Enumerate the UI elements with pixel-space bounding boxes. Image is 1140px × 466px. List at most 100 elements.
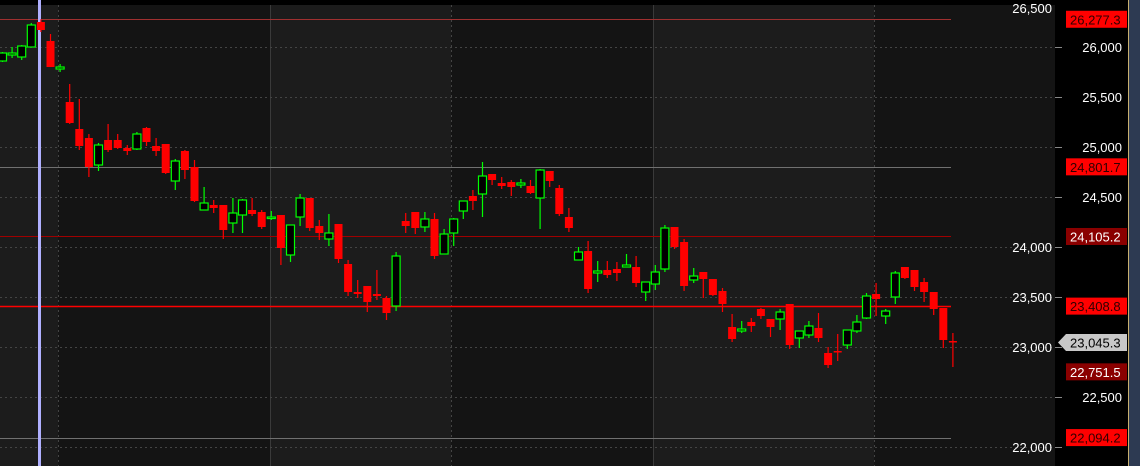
candle — [737, 321, 747, 333]
candle-body-up — [26, 24, 36, 48]
candle — [900, 267, 909, 279]
candle-body-down — [766, 319, 775, 327]
candle — [26, 23, 36, 48]
candle — [861, 293, 872, 319]
candle-body-down — [948, 341, 957, 343]
candle-body-up — [439, 233, 449, 255]
candle — [910, 270, 919, 291]
candle-body-up — [132, 133, 142, 150]
candle — [468, 190, 477, 210]
candle-body-up — [7, 52, 17, 56]
candle-body-up — [93, 144, 104, 166]
candle-body-up — [804, 325, 814, 336]
candle — [324, 214, 334, 246]
candle-body-down — [363, 286, 372, 302]
y-tick-label: 25,500 — [1082, 90, 1122, 105]
candle-body-down — [382, 298, 391, 313]
candle — [334, 224, 343, 263]
candle — [488, 174, 497, 185]
candle-body-up — [17, 45, 27, 58]
level-price-label-box — [1066, 158, 1127, 176]
candle-body-down — [920, 282, 929, 292]
candle-body-down — [104, 140, 113, 150]
candle-body-down — [276, 215, 285, 248]
candle — [209, 200, 218, 213]
candle — [449, 218, 459, 246]
candle-body-down — [180, 151, 189, 170]
candle-body-up — [228, 212, 238, 224]
candle-body-up — [775, 311, 785, 320]
candle — [650, 265, 660, 290]
candle-body-up — [621, 264, 632, 268]
y-tick-label: 26,500 — [1012, 1, 1052, 16]
candle-body-down — [545, 171, 554, 181]
header-strip — [0, 0, 1055, 5]
candle — [458, 200, 468, 219]
candle — [257, 210, 266, 229]
candle — [84, 134, 93, 177]
candle — [295, 194, 305, 226]
candle-body-up — [650, 271, 660, 285]
candle-body-up — [0, 52, 8, 62]
candle-body-up — [861, 295, 872, 319]
candle-body-up — [573, 251, 584, 261]
candle-body-up — [170, 160, 180, 182]
candle — [939, 308, 948, 348]
candle — [584, 241, 593, 293]
candle-body-down — [152, 146, 161, 151]
candle-body-down — [209, 205, 218, 208]
y-tick-label: 24,500 — [1082, 190, 1122, 205]
candle — [632, 256, 641, 287]
candle — [93, 143, 104, 171]
candle-body-down — [670, 227, 679, 247]
candle — [785, 304, 794, 349]
level-price-label-box — [1066, 429, 1127, 447]
candle-body-down — [430, 219, 439, 256]
candle — [228, 198, 238, 233]
candle-body-up — [285, 224, 296, 256]
candle — [132, 132, 142, 150]
candle — [180, 150, 189, 179]
candle-body-down — [315, 226, 324, 233]
candle-body-down — [372, 294, 381, 296]
candle — [142, 127, 151, 146]
candle-body-down — [718, 291, 727, 304]
y-tick-label: 22,000 — [1012, 440, 1052, 455]
candle-body-down — [75, 129, 84, 146]
candle-body-down — [411, 212, 420, 228]
candle — [814, 313, 823, 342]
y-tick-label: 23,000 — [1012, 340, 1052, 355]
candle — [526, 180, 535, 194]
candle — [285, 224, 296, 262]
candle — [152, 138, 161, 156]
candle-body-down — [142, 128, 151, 142]
candle — [612, 262, 621, 281]
candle — [65, 84, 74, 124]
candle-body-down — [872, 294, 881, 299]
candle — [881, 309, 891, 324]
candle — [756, 308, 765, 319]
candle — [794, 330, 804, 348]
candle-body-up — [266, 216, 276, 220]
candle-body-down — [728, 327, 737, 339]
current-price-label: 23,045.3 — [1070, 335, 1121, 350]
candle — [948, 333, 957, 367]
candle-body-up — [641, 281, 651, 293]
level-price-label-box — [1066, 10, 1127, 28]
candle — [7, 47, 17, 58]
candle-body-down — [756, 309, 765, 316]
candle-body-down — [507, 182, 516, 187]
candle — [55, 64, 65, 72]
candle — [382, 296, 391, 320]
candle-body-up — [237, 199, 248, 216]
candle-body-up — [852, 321, 862, 332]
candle — [507, 180, 516, 196]
candle — [497, 177, 506, 189]
candle — [833, 334, 842, 361]
candle — [439, 229, 449, 255]
candle — [237, 199, 248, 233]
period-band — [0, 0, 58, 466]
candle — [920, 278, 929, 302]
candle-body-down — [334, 224, 343, 259]
